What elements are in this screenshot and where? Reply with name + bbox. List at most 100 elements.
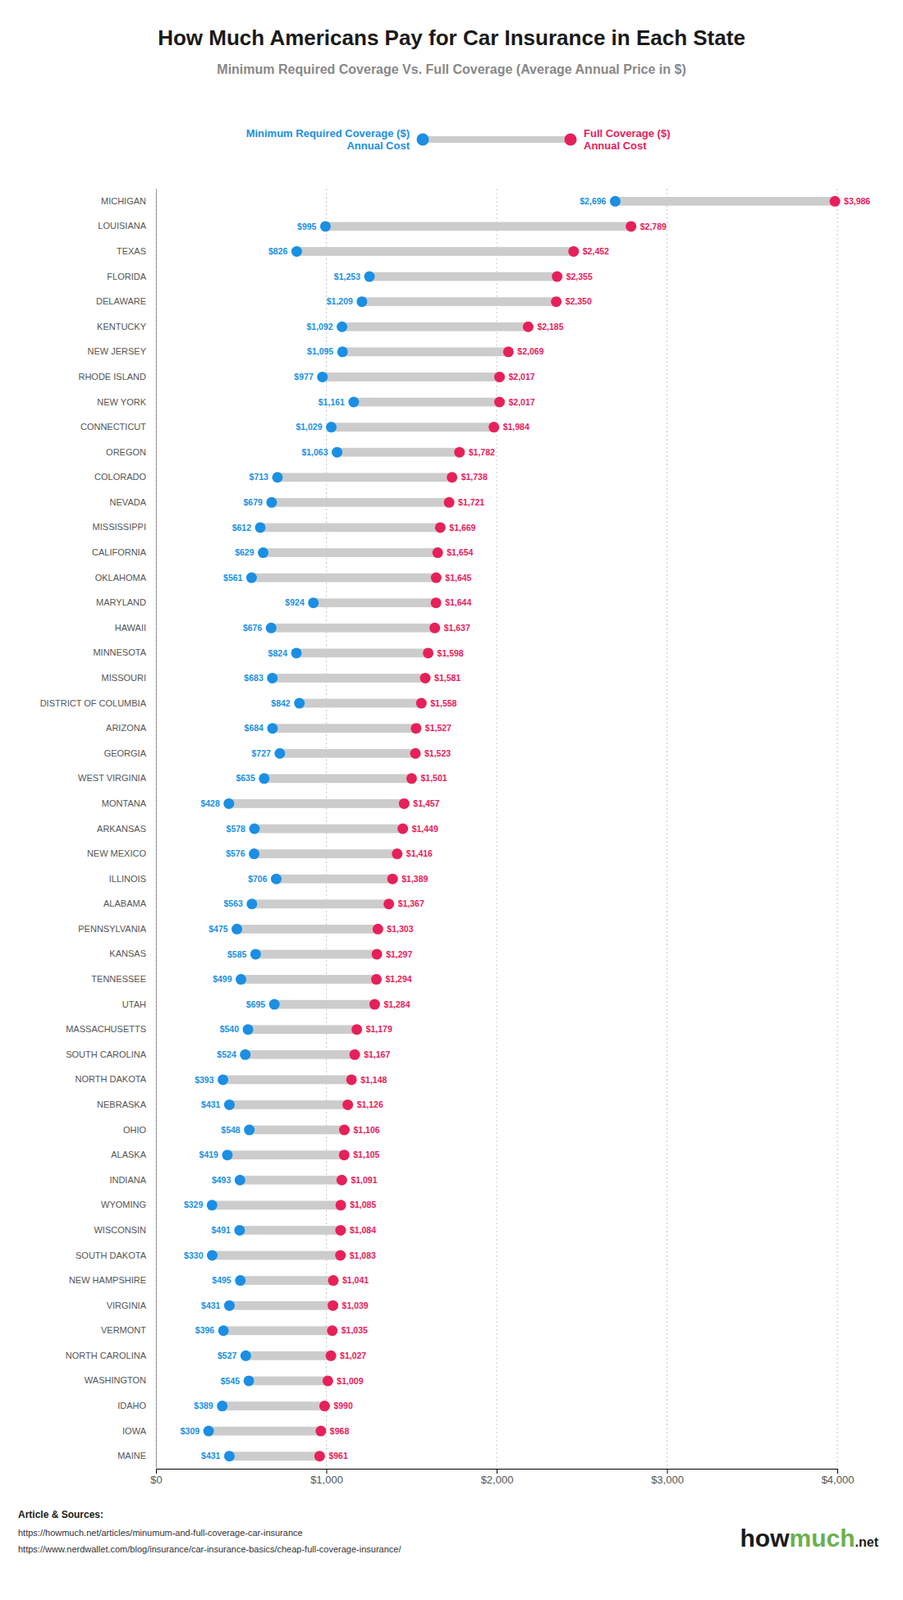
dot <box>336 1175 348 1187</box>
data-label: $612 <box>232 522 253 533</box>
connector-bar <box>248 1377 328 1387</box>
data-label: $396 <box>195 1325 216 1336</box>
data-label: $1,644 <box>444 597 472 608</box>
legend-bar <box>422 136 571 143</box>
connector-bar <box>237 925 379 935</box>
dot <box>325 1351 337 1362</box>
dot <box>331 447 343 459</box>
data-label: $389 <box>193 1401 214 1412</box>
data-label: $1,029 <box>295 421 322 432</box>
data-label: $1,253 <box>334 271 361 282</box>
dot <box>429 623 441 634</box>
data-label: $524 <box>216 1049 237 1060</box>
data-label: $393 <box>194 1075 215 1086</box>
dot <box>206 1200 218 1211</box>
connector-bar <box>272 673 426 683</box>
connector-bar <box>362 297 557 307</box>
dot <box>444 497 455 509</box>
marks <box>203 196 841 1463</box>
data-label: $1,984 <box>503 421 530 432</box>
data-label: $1,501 <box>420 773 447 784</box>
dot <box>625 220 637 232</box>
dot <box>522 321 534 333</box>
x-tick: $3,000 <box>650 1469 684 1487</box>
data-label: $527 <box>217 1351 238 1362</box>
y-tick: RHODE ISLAND <box>77 371 156 382</box>
footer-heading: Article & Sources: <box>18 1509 104 1522</box>
dot <box>265 623 277 634</box>
dot <box>216 1401 228 1412</box>
y-tick: ILLINOIS <box>109 874 156 885</box>
data-label: $431 <box>201 1451 221 1462</box>
connector-bar <box>271 498 450 508</box>
category-label: WYOMING <box>100 1200 147 1211</box>
data-label: $2,789 <box>640 221 667 232</box>
connector-bar <box>313 598 436 608</box>
category-label: DELAWARE <box>96 296 147 307</box>
plot: $0$1,000$2,000$3,000$4,000MICHIGANLOUISI… <box>40 188 871 1487</box>
dot <box>383 898 395 910</box>
dot <box>387 874 399 885</box>
y-tick: IDAHO <box>117 1401 156 1412</box>
legend-label: Minimum Required Coverage ($)Annual Cost <box>246 127 411 153</box>
data-label: $990 <box>333 1401 353 1412</box>
dot <box>335 1200 347 1211</box>
data-label: $2,185 <box>536 321 564 332</box>
y-tick: NORTH CAROLINA <box>65 1351 156 1362</box>
dot <box>269 999 280 1011</box>
connector-bar <box>245 1352 331 1362</box>
dot <box>325 421 337 433</box>
category-label: MASSACHUSETTS <box>65 1024 147 1035</box>
dot <box>315 1426 326 1438</box>
connector-bar <box>208 1427 321 1437</box>
data-label: $330 <box>183 1251 204 1261</box>
x-tick-mark <box>155 1469 157 1475</box>
dot <box>242 1024 254 1036</box>
connector-bar <box>240 1276 334 1286</box>
y-tick: NEVADA <box>110 497 156 508</box>
dot <box>239 1049 251 1061</box>
data-label: $578 <box>226 824 247 835</box>
x-tick-mark <box>667 1469 669 1475</box>
connector-bar <box>277 472 453 482</box>
category-label: WEST VIRGINIA <box>77 773 147 784</box>
dot <box>231 924 243 936</box>
y-tick: CONNECTICUT <box>80 421 156 432</box>
data-label: $1,084 <box>349 1225 376 1236</box>
dot <box>270 874 282 885</box>
y-tick: OKLAHOMA <box>95 572 156 583</box>
chart: How Much Americans Pay for Car Insurance… <box>0 0 903 1600</box>
data-label: $727 <box>251 748 271 759</box>
data-label: $329 <box>183 1200 204 1211</box>
dot <box>319 1401 331 1412</box>
data-label: $1,669 <box>449 522 476 533</box>
data-label: $431 <box>201 1100 221 1110</box>
category-label: OHIO <box>123 1125 147 1136</box>
dot <box>406 773 418 784</box>
data-label: $1,721 <box>458 497 485 508</box>
data-label: $563 <box>223 898 243 909</box>
dot <box>416 698 427 710</box>
dot <box>291 246 303 257</box>
category-label: COLORADO <box>94 472 147 482</box>
dot <box>391 848 403 860</box>
dot <box>488 421 500 433</box>
dot <box>250 948 262 960</box>
subtitle: Minimum Required Coverage Vs. Full Cover… <box>216 62 686 77</box>
dot <box>494 371 505 383</box>
category-label: NEW HAMPSHIRE <box>68 1275 147 1286</box>
dot <box>246 572 257 584</box>
connector-bar <box>247 1025 358 1035</box>
data-label: $1,091 <box>350 1175 377 1186</box>
x-tick-label: $2,000 <box>481 1474 514 1487</box>
data-label: $2,355 <box>566 271 593 282</box>
dot <box>258 773 270 784</box>
category-label: NEW YORK <box>96 397 147 408</box>
category-label: UTAH <box>122 999 147 1010</box>
y-tick: NEW JERSEY <box>87 346 156 357</box>
y-tick: KANSAS <box>109 948 156 959</box>
connector-bar <box>331 422 495 432</box>
footer-source: https://www.nerdwallet.com/blog/insuranc… <box>18 1544 402 1555</box>
logo: howmuch.net <box>740 1525 880 1553</box>
data-label: $1,367 <box>398 898 425 909</box>
